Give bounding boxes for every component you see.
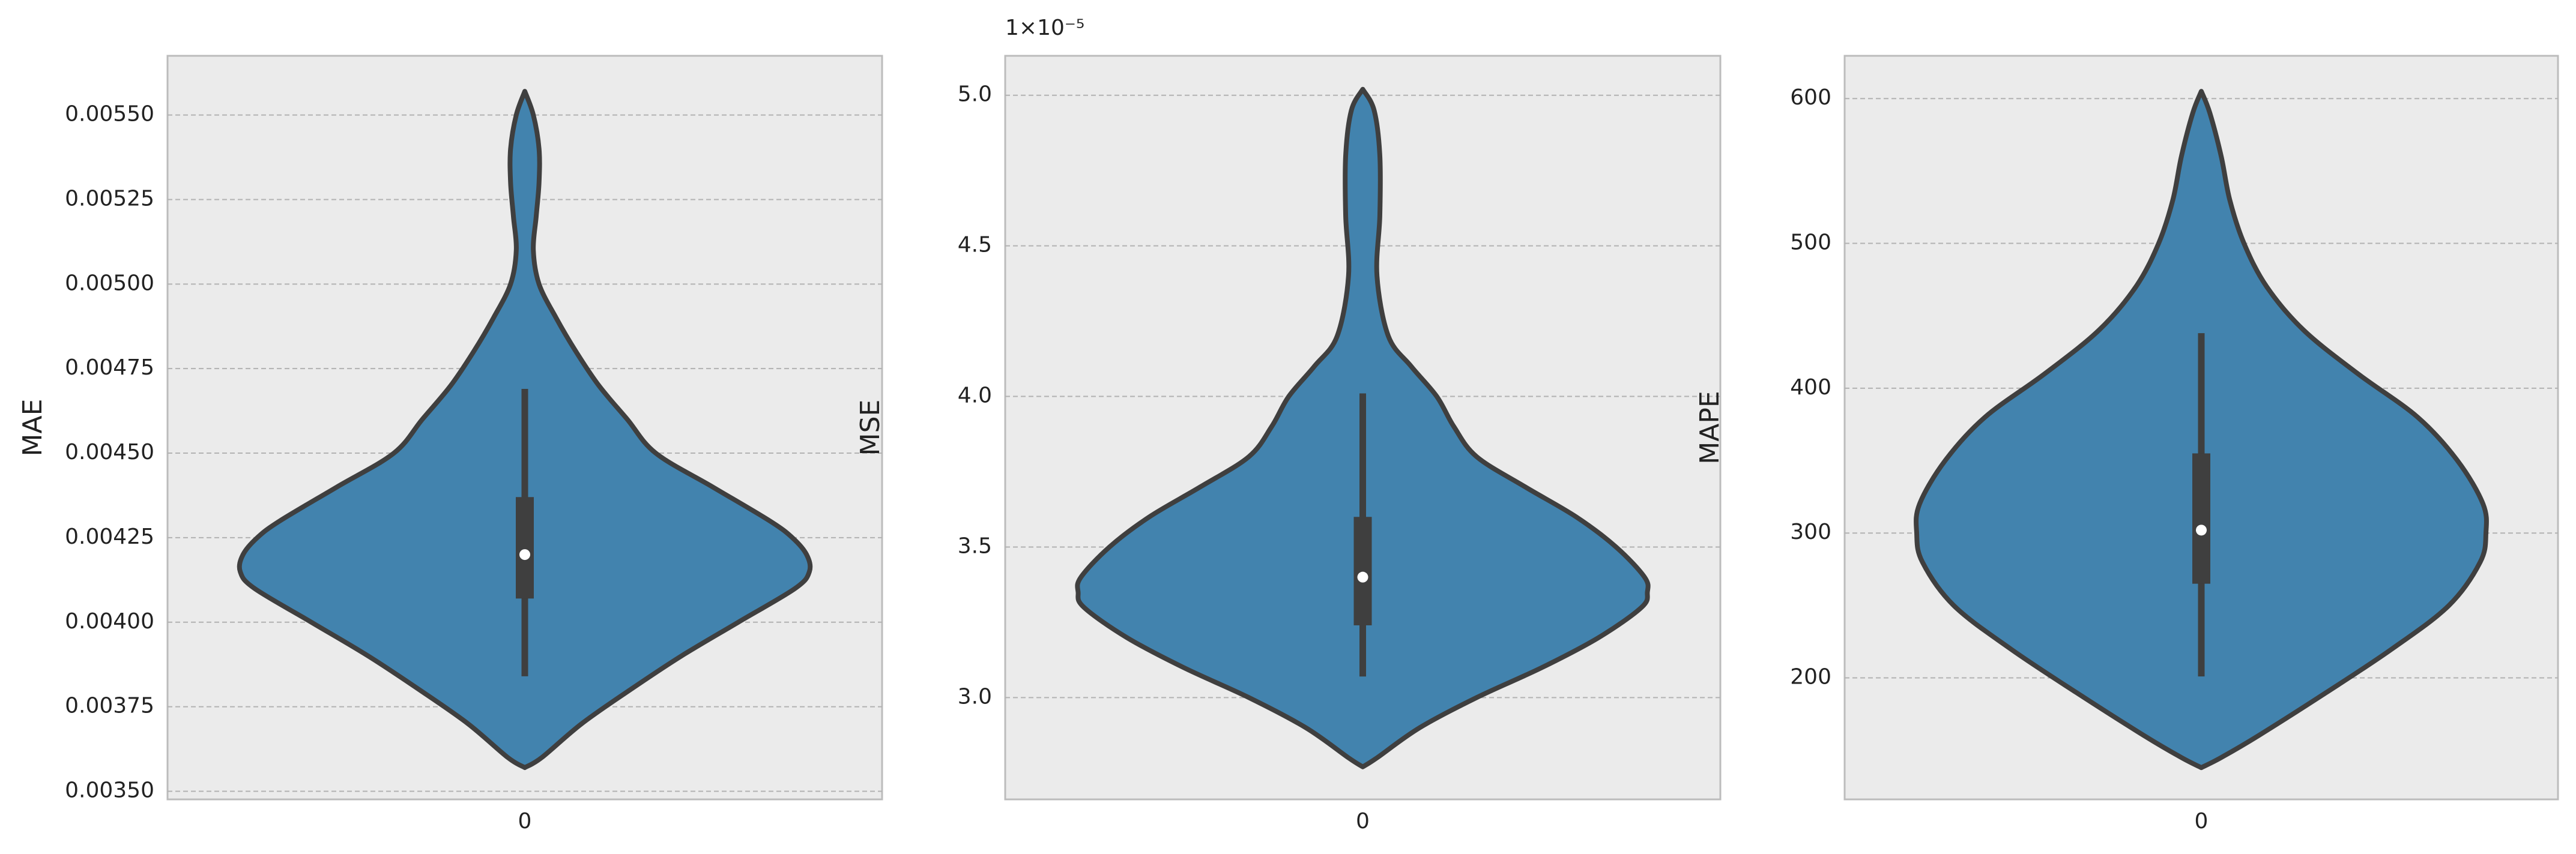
box	[1353, 517, 1372, 625]
box	[2192, 453, 2210, 584]
y-tick-label: 4.0	[958, 383, 992, 408]
y-tick-label: 200	[1790, 665, 1831, 690]
y-tick-label: 400	[1790, 375, 1831, 400]
panel: 200 300 400 500 600 0 MAPE	[1695, 55, 2559, 834]
panel: 0.00350 0.00375 0.00400 0.00425 0.00450 0.004…	[17, 55, 883, 834]
y-axis-label: MAE	[17, 399, 48, 457]
x-tick-label: 0	[2195, 809, 2209, 834]
median	[519, 549, 530, 561]
panel: 3.0 3.5 4.0 4.5 5.0 0 MSE 1×10⁻⁵	[855, 16, 1722, 834]
median	[2196, 525, 2207, 536]
x-tick-label: 0	[518, 809, 532, 834]
y-tick-label: 0.00425	[65, 525, 154, 549]
y-tick-label: 0.00375	[65, 694, 154, 718]
y-tick-label: 3.0	[958, 684, 992, 709]
y-tick-label: 0.00350	[65, 778, 154, 802]
y-tick-label: 600	[1790, 85, 1831, 110]
y-tick-label: 0.00400	[65, 609, 154, 634]
y-tick-label: 4.5	[958, 233, 992, 257]
y-tick-label: 0.00475	[65, 355, 154, 380]
median	[1357, 571, 1368, 583]
y-tick-label: 5.0	[958, 82, 992, 107]
x-tick-label: 0	[1356, 809, 1370, 834]
y-tick-label: 3.5	[958, 534, 992, 558]
y-tick-label: 0.00550	[65, 102, 154, 127]
y-tick-label: 500	[1790, 230, 1831, 255]
y-tick-label: 0.00500	[65, 271, 154, 295]
y-axis-label: MAPE	[1695, 391, 1725, 464]
y-axis-label: MSE	[855, 400, 886, 456]
y-tick-label: 300	[1790, 520, 1831, 544]
box	[516, 497, 534, 599]
y-tick-label: 0.00525	[65, 186, 154, 211]
offset-text: 1×10⁻⁵	[1005, 16, 1084, 40]
y-tick-label: 0.00450	[65, 440, 154, 465]
